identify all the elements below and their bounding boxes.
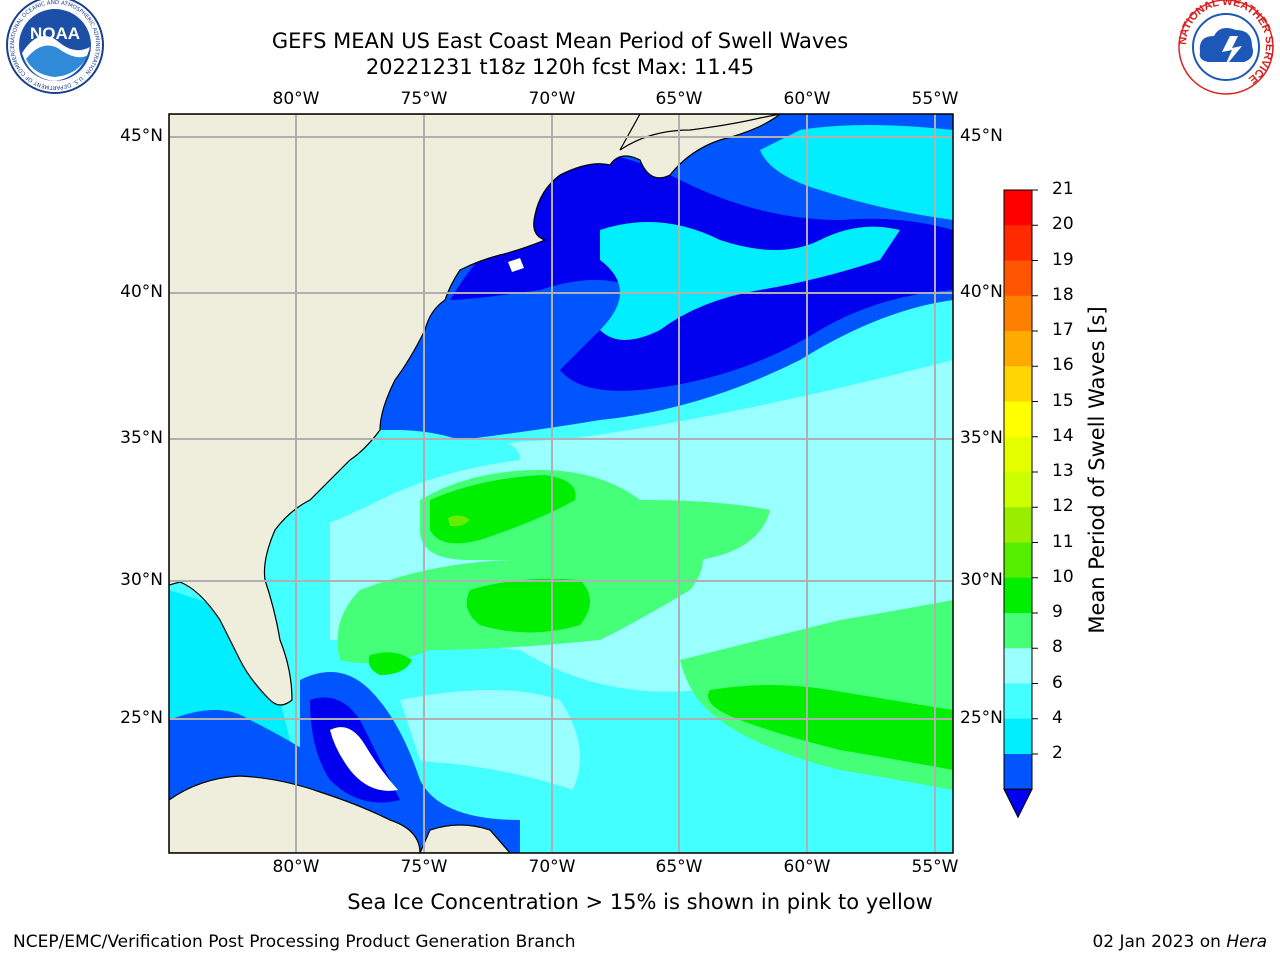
colorbar-tick-label: 8 bbox=[1052, 637, 1063, 658]
colorbar-segment bbox=[1004, 331, 1032, 367]
lon-label-top: 60°W bbox=[783, 89, 831, 109]
colorbar-segment bbox=[1004, 436, 1032, 473]
colorbar-tick-label: 18 bbox=[1052, 284, 1074, 305]
lon-label-bottom: 60°W bbox=[783, 857, 831, 877]
band-6-8-mid bbox=[310, 430, 520, 530]
lon-label-bottom: 55°W bbox=[911, 857, 959, 877]
lon-label-bottom: 70°W bbox=[528, 857, 576, 877]
land-cuba bbox=[169, 775, 421, 853]
footer-date: 02 Jan 2023 on Hera bbox=[1092, 932, 1267, 952]
band-6-8-south bbox=[380, 760, 953, 853]
colorbar-segment bbox=[1004, 683, 1032, 720]
lon-label-bottom: 80°W bbox=[272, 857, 320, 877]
colorbar-tick-label: 15 bbox=[1052, 390, 1074, 411]
colorbar-segment bbox=[1004, 754, 1032, 790]
lat-label-right: 25°N bbox=[960, 708, 1003, 728]
land-nova-scotia bbox=[619, 114, 781, 151]
lon-label-top: 70°W bbox=[528, 89, 576, 109]
band-10-11-d bbox=[708, 685, 953, 770]
colorbar-tick-label: 16 bbox=[1052, 355, 1074, 376]
land-hispaniola bbox=[419, 824, 511, 853]
lat-label-left: 30°N bbox=[120, 570, 163, 590]
colorbar-segment bbox=[1004, 401, 1032, 438]
colorbar-frame bbox=[1003, 189, 1033, 790]
noaa-logo: NOAA NATIONAL OCEANIC AND ATMOSPHERIC AD… bbox=[6, 0, 104, 94]
lat-label-right: 35°N bbox=[960, 428, 1003, 448]
land-north-america bbox=[169, 114, 781, 706]
band-10-11-b bbox=[466, 578, 590, 633]
nws-logo: NATIONAL WEATHER SERVICE bbox=[1177, 0, 1275, 95]
chart-title: GEFS MEAN US East Coast Mean Period of S… bbox=[271, 29, 849, 53]
lat-label-right: 40°N bbox=[960, 282, 1003, 302]
colorbar-tick-label: 4 bbox=[1052, 707, 1063, 728]
graticule bbox=[169, 114, 953, 853]
sea-ice-caption: Sea Ice Concentration > 15% is shown in … bbox=[347, 890, 933, 914]
colorbar-tick-label: 20 bbox=[1052, 214, 1074, 235]
colorbar-title: Mean Period of Swell Waves [s] bbox=[1085, 306, 1109, 634]
lat-label-right: 30°N bbox=[960, 570, 1003, 590]
lon-label-top: 75°W bbox=[400, 89, 448, 109]
colorbar-segment bbox=[1004, 613, 1032, 649]
lon-label-bottom: 65°W bbox=[655, 857, 703, 877]
bahamas-banks bbox=[330, 727, 398, 791]
small-island-patch bbox=[508, 258, 524, 272]
colorbar-tick-label: 13 bbox=[1052, 461, 1074, 481]
lon-label-top: 80°W bbox=[272, 89, 320, 109]
colorbar-tick-label: 9 bbox=[1052, 602, 1063, 622]
noaa-logo-text: NOAA bbox=[30, 24, 80, 43]
lat-label-right: 45°N bbox=[960, 126, 1003, 146]
band-10-11-a bbox=[430, 475, 576, 544]
colorbar-segment bbox=[1004, 295, 1032, 332]
colorbar-segment bbox=[1004, 260, 1032, 297]
colorbar-segment bbox=[1004, 507, 1032, 543]
band-4-6-north bbox=[600, 222, 900, 340]
lon-label-top: 55°W bbox=[911, 89, 959, 109]
colorbar-tick-label: 21 bbox=[1052, 179, 1074, 199]
map-frame bbox=[168, 113, 954, 854]
colorbar-tick-label: 11 bbox=[1052, 531, 1074, 552]
colorbar-tick-label: 10 bbox=[1052, 566, 1074, 587]
colorbar-segment bbox=[1004, 225, 1032, 261]
colorbar-tick-label: 2 bbox=[1052, 743, 1063, 763]
colorbar-segment bbox=[1004, 718, 1032, 755]
lon-label-top: 65°W bbox=[655, 89, 703, 109]
colorbar-segment bbox=[1004, 472, 1032, 508]
lon-label-bottom: 75°W bbox=[400, 857, 448, 877]
colorbar-tick-label: 14 bbox=[1052, 425, 1074, 446]
band-4-6-ne bbox=[760, 125, 953, 220]
colorbar-tick-label: 12 bbox=[1052, 496, 1074, 517]
lat-label-left: 25°N bbox=[120, 708, 163, 728]
colorbar-segment bbox=[1004, 190, 1032, 226]
colorbar-extend-arrow bbox=[1003, 788, 1033, 819]
footer-host: Hera bbox=[1226, 932, 1267, 952]
lat-label-left: 35°N bbox=[120, 428, 163, 448]
chart-subtitle: 20221231 t18z 120h fcst Max: 11.45 bbox=[365, 55, 755, 79]
footer-date-text: 02 Jan 2023 on bbox=[1092, 932, 1227, 952]
colorbar-segment bbox=[1004, 366, 1032, 402]
footer-credit: NCEP/EMC/Verification Post Processing Pr… bbox=[13, 932, 576, 952]
band-10-11-c bbox=[368, 652, 412, 675]
lat-label-left: 45°N bbox=[120, 126, 163, 146]
colorbar-segment bbox=[1004, 648, 1032, 684]
colorbar-tick-label: 17 bbox=[1052, 320, 1074, 340]
band-11-12-a bbox=[448, 515, 470, 527]
lat-label-left: 40°N bbox=[120, 282, 163, 302]
colorbar-segment bbox=[1004, 577, 1032, 614]
colorbar-tick-label: 19 bbox=[1052, 249, 1074, 270]
colorbar-segment bbox=[1004, 542, 1032, 579]
colorbar-tick-label: 6 bbox=[1052, 672, 1063, 693]
